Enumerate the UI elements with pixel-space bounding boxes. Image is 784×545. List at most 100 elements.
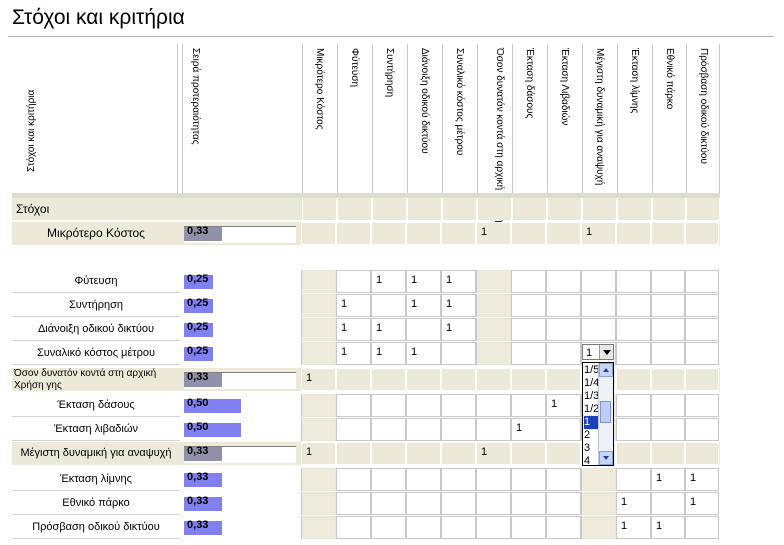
dropdown-list[interactable]: 1/5 1/4 1/3 1/2 1 2 3 4 xyxy=(582,362,614,466)
matrix-cell[interactable] xyxy=(685,270,719,293)
matrix-cell[interactable] xyxy=(511,222,546,245)
matrix-cell[interactable] xyxy=(651,492,685,515)
column-header-1[interactable]: Μικρότερο Κόστος xyxy=(302,44,337,193)
column-header-11[interactable]: Εθνικό πάρκο xyxy=(652,44,686,193)
priority-cell[interactable]: 0,33 xyxy=(184,368,300,391)
matrix-cell[interactable] xyxy=(546,368,581,391)
matrix-cell[interactable] xyxy=(371,492,406,515)
matrix-cell[interactable] xyxy=(371,222,406,245)
chevron-down-icon[interactable] xyxy=(599,345,613,359)
column-header-10[interactable]: Έκταση λίμνης xyxy=(617,44,652,193)
matrix-cell[interactable] xyxy=(406,418,441,441)
matrix-cell[interactable] xyxy=(511,270,546,293)
matrix-cell[interactable] xyxy=(441,342,476,365)
matrix-cell[interactable] xyxy=(336,442,371,465)
matrix-cell[interactable] xyxy=(616,418,651,441)
matrix-cell[interactable] xyxy=(406,468,441,491)
priority-cell[interactable]: 0,25 xyxy=(184,318,300,341)
matrix-cell[interactable] xyxy=(511,492,546,515)
matrix-cell[interactable] xyxy=(371,468,406,491)
column-header-3[interactable]: Συντήρηση xyxy=(372,44,407,193)
scroll-up-icon[interactable] xyxy=(599,363,613,377)
matrix-cell[interactable] xyxy=(301,222,336,245)
matrix-cell[interactable] xyxy=(336,222,371,245)
dropdown-option[interactable]: 4 xyxy=(584,455,591,466)
matrix-cell[interactable]: 1 xyxy=(336,318,371,341)
column-header-12[interactable]: Πρόσβαση οδικού δικτύου xyxy=(686,44,720,193)
matrix-cell[interactable] xyxy=(336,394,371,417)
column-header-9[interactable]: Μέγιστη δυναμική για αναψυχή xyxy=(582,44,617,193)
priority-cell[interactable]: 0,33 xyxy=(184,492,300,515)
matrix-cell[interactable]: 1 xyxy=(371,342,406,365)
matrix-cell[interactable] xyxy=(406,222,441,245)
scroll-down-icon[interactable] xyxy=(599,451,613,465)
column-header-2[interactable]: Φύτευση xyxy=(337,44,372,193)
matrix-cell[interactable] xyxy=(651,442,685,465)
matrix-cell[interactable]: 1 xyxy=(406,270,441,293)
matrix-cell[interactable] xyxy=(616,222,651,245)
matrix-cell[interactable]: 1 xyxy=(441,318,476,341)
matrix-cell[interactable] xyxy=(616,468,651,491)
matrix-cell[interactable]: 1 xyxy=(406,342,441,365)
matrix-cell[interactable]: 1 xyxy=(685,468,719,491)
matrix-cell[interactable] xyxy=(441,394,476,417)
column-header-6[interactable]: Όσον δυνατόν κοντά στη αρχική Χρήση γης xyxy=(477,44,512,241)
matrix-cell[interactable] xyxy=(441,492,476,515)
matrix-cell[interactable] xyxy=(336,418,371,441)
matrix-cell[interactable] xyxy=(546,468,581,491)
matrix-cell[interactable] xyxy=(546,222,581,245)
dropdown-option[interactable]: 2 xyxy=(584,429,591,441)
matrix-cell[interactable] xyxy=(406,492,441,515)
matrix-cell[interactable] xyxy=(546,492,581,515)
priority-cell[interactable]: 0,50 xyxy=(184,394,300,417)
matrix-cell[interactable] xyxy=(581,294,616,317)
matrix-cell[interactable] xyxy=(651,394,685,417)
matrix-cell[interactable] xyxy=(441,468,476,491)
matrix-cell[interactable] xyxy=(616,442,651,465)
matrix-cell[interactable]: 1 xyxy=(546,394,581,417)
matrix-cell[interactable] xyxy=(616,394,651,417)
dropdown-option[interactable]: 1/2 xyxy=(584,403,599,415)
matrix-cell[interactable] xyxy=(651,342,685,365)
matrix-cell[interactable] xyxy=(336,368,371,391)
matrix-cell[interactable] xyxy=(476,418,511,441)
matrix-cell[interactable] xyxy=(546,516,581,539)
weight-dropdown[interactable]: 1 xyxy=(582,344,614,360)
matrix-cell[interactable] xyxy=(685,368,719,391)
matrix-cell[interactable] xyxy=(476,368,511,391)
matrix-cell[interactable] xyxy=(441,222,476,245)
matrix-cell[interactable] xyxy=(651,270,685,293)
matrix-cell[interactable] xyxy=(685,516,719,539)
matrix-cell[interactable] xyxy=(546,442,581,465)
matrix-cell[interactable] xyxy=(581,318,616,341)
priority-cell[interactable]: 0,50 xyxy=(184,418,300,441)
dropdown-scrollbar[interactable] xyxy=(598,363,613,465)
matrix-cell[interactable] xyxy=(336,492,371,515)
matrix-cell[interactable] xyxy=(511,342,546,365)
matrix-cell[interactable]: 1 xyxy=(616,516,651,539)
matrix-cell[interactable] xyxy=(685,222,719,245)
matrix-cell[interactable] xyxy=(511,516,546,539)
matrix-cell[interactable] xyxy=(546,418,581,441)
matrix-cell[interactable] xyxy=(651,318,685,341)
matrix-cell[interactable] xyxy=(685,442,719,465)
matrix-cell[interactable] xyxy=(511,294,546,317)
column-header-7[interactable]: Έκταση δάσους xyxy=(512,44,547,193)
matrix-cell[interactable]: 1 xyxy=(371,318,406,341)
matrix-cell[interactable] xyxy=(406,318,441,341)
matrix-cell[interactable] xyxy=(441,516,476,539)
column-header-8[interactable]: Έκταση Λιβαδιών xyxy=(547,44,582,193)
matrix-cell[interactable]: 1 xyxy=(616,492,651,515)
matrix-cell[interactable] xyxy=(511,318,546,341)
matrix-cell[interactable] xyxy=(616,270,651,293)
matrix-cell[interactable] xyxy=(546,342,581,365)
matrix-cell[interactable] xyxy=(685,318,719,341)
matrix-cell[interactable]: 1 xyxy=(476,222,511,245)
dropdown-option[interactable]: 1/3 xyxy=(584,390,599,402)
matrix-cell[interactable] xyxy=(685,418,719,441)
matrix-cell[interactable] xyxy=(511,442,546,465)
matrix-cell[interactable] xyxy=(685,394,719,417)
matrix-cell[interactable] xyxy=(511,368,546,391)
dropdown-option[interactable]: 1/4 xyxy=(584,377,599,389)
matrix-cell[interactable] xyxy=(336,516,371,539)
